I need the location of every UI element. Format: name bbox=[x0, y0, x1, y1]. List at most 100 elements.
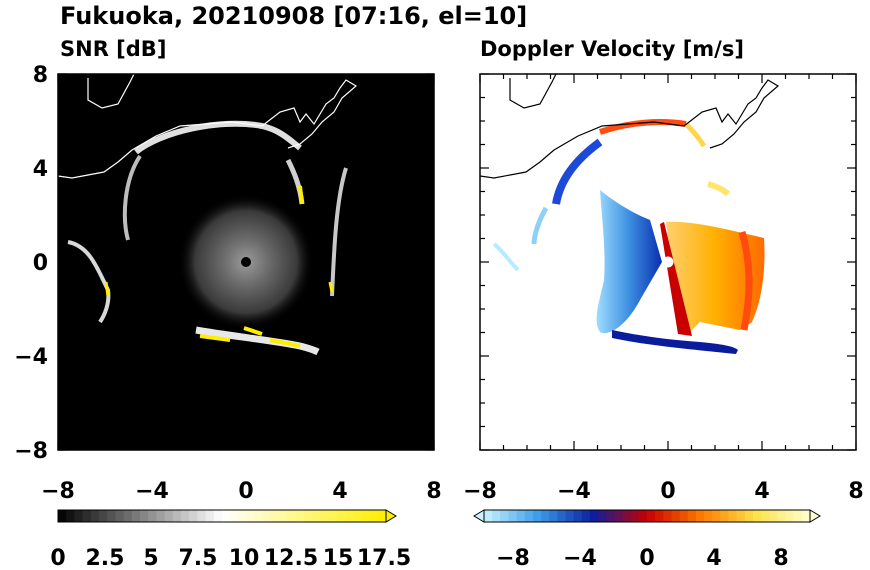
snr-colorbar-segments bbox=[58, 510, 387, 522]
colorbar-segment bbox=[581, 510, 591, 522]
colorbar-segment bbox=[524, 510, 534, 522]
colorbar-segment bbox=[197, 510, 206, 522]
snr-coastline bbox=[57, 73, 358, 179]
colorbar-segment bbox=[156, 510, 165, 522]
colorbar-segment bbox=[279, 510, 288, 522]
colorbar-segment bbox=[148, 510, 157, 522]
snr-axis-ticks bbox=[57, 73, 435, 451]
colorbar-segment bbox=[663, 510, 672, 522]
colorbar-segment bbox=[369, 510, 379, 522]
colorbar-segment bbox=[687, 510, 697, 522]
colorbar-segment bbox=[82, 510, 92, 522]
velocity-colorbar-extend-max bbox=[809, 509, 821, 523]
snr-panel-title: SNR [dB] bbox=[60, 37, 166, 61]
velocity-receding-region bbox=[666, 221, 765, 336]
velocity-arc-northwest bbox=[552, 138, 603, 205]
colorbar-segment bbox=[172, 510, 182, 522]
colorbar-segment bbox=[712, 510, 721, 522]
snr-y-tick-label: −8 bbox=[14, 439, 48, 464]
colorbar-segment bbox=[508, 510, 517, 522]
velocity-arc-northeast bbox=[684, 122, 707, 148]
snr-colorbar-tick-label: 10 bbox=[229, 546, 260, 570]
snr-colorbar-tick-label: 2.5 bbox=[86, 546, 125, 570]
velocity-arc-southeast bbox=[738, 231, 753, 331]
colorbar-segment bbox=[304, 510, 313, 522]
snr-colorbar-tick-label: 15 bbox=[323, 546, 354, 570]
snr-x-tick-label: −4 bbox=[135, 479, 169, 504]
snr-colorbar-extend-max bbox=[385, 509, 397, 523]
colorbar-segment bbox=[516, 510, 526, 522]
snr-y-tick-label: 4 bbox=[33, 157, 48, 182]
colorbar-segment bbox=[361, 510, 370, 522]
colorbar-segment bbox=[720, 510, 729, 522]
velocity-x-tick-label: −4 bbox=[557, 479, 591, 504]
velocity-arc-east bbox=[707, 181, 731, 197]
velocity-x-tick-label: 8 bbox=[848, 479, 863, 504]
figure-title: Fukuoka, 20210908 [07:16, el=10] bbox=[60, 2, 527, 30]
snr-x-tick-label: 0 bbox=[238, 479, 253, 504]
snr-y-tick-label: 0 bbox=[33, 251, 48, 276]
velocity-colorbar: −8 −4 0 4 8 bbox=[473, 509, 821, 570]
colorbar-segment bbox=[345, 510, 354, 522]
velocity-arc-south bbox=[612, 330, 738, 354]
colorbar-segment bbox=[744, 510, 754, 522]
colorbar-segment bbox=[140, 510, 149, 522]
colorbar-segment bbox=[377, 510, 387, 522]
velocity-colorbar-tick-label: −4 bbox=[563, 546, 597, 570]
colorbar-segment bbox=[90, 510, 100, 522]
colorbar-segment bbox=[573, 510, 583, 522]
colorbar-segment bbox=[213, 510, 223, 522]
snr-colorbar-tick-label: 12.5 bbox=[264, 546, 318, 570]
snr-strong-echo-south bbox=[199, 326, 301, 348]
colorbar-segment bbox=[254, 510, 264, 522]
colorbar-segment bbox=[99, 510, 108, 522]
colorbar-segment bbox=[769, 510, 778, 522]
velocity-colorbar-tick-label: 8 bbox=[773, 546, 788, 570]
colorbar-segment bbox=[287, 510, 297, 522]
velocity-colorbar-tick-label: 0 bbox=[639, 546, 654, 570]
colorbar-segment bbox=[222, 510, 231, 522]
colorbar-segment bbox=[638, 510, 648, 522]
colorbar-segment bbox=[777, 510, 786, 522]
colorbar-segment bbox=[484, 510, 493, 522]
colorbar-segment bbox=[589, 510, 599, 522]
colorbar-segment bbox=[704, 510, 713, 522]
colorbar-segment bbox=[263, 510, 272, 522]
snr-colorbar-tick-label: 17.5 bbox=[357, 546, 411, 570]
colorbar-segment bbox=[115, 510, 124, 522]
colorbar-segment bbox=[500, 510, 509, 522]
colorbar-segment bbox=[647, 510, 656, 522]
snr-panel: SNR [dB] −8 −4 0 4 8 bbox=[14, 37, 441, 570]
snr-colorbar-tick-label: 5 bbox=[143, 546, 158, 570]
velocity-panel-title: Doppler Velocity [m/s] bbox=[480, 37, 744, 61]
colorbar-segment bbox=[655, 510, 664, 522]
colorbar-segment bbox=[123, 510, 133, 522]
colorbar-segment bbox=[271, 510, 280, 522]
colorbar-segment bbox=[238, 510, 247, 522]
colorbar-segment bbox=[793, 510, 803, 522]
colorbar-segment bbox=[164, 510, 174, 522]
velocity-x-tick-label: −8 bbox=[463, 479, 497, 504]
colorbar-segment bbox=[246, 510, 256, 522]
snr-x-tick-label: 8 bbox=[426, 479, 441, 504]
velocity-arc-west bbox=[531, 206, 549, 245]
snr-y-tick-labels: 8 4 0 −4 −8 bbox=[14, 63, 48, 464]
snr-colorbar-tick-label: 0 bbox=[50, 546, 65, 570]
colorbar-segment bbox=[205, 510, 215, 522]
velocity-arc-far-west bbox=[492, 242, 520, 272]
velocity-echo-field bbox=[492, 119, 765, 354]
velocity-approaching-region bbox=[596, 190, 662, 334]
colorbar-segment bbox=[532, 510, 542, 522]
velocity-radar-site-marker bbox=[662, 256, 674, 268]
colorbar-segment bbox=[295, 510, 305, 522]
colorbar-segment bbox=[557, 510, 566, 522]
snr-colorbar: 0 2.5 5 7.5 10 12.5 15 17.5 bbox=[50, 509, 411, 570]
colorbar-segment bbox=[107, 510, 116, 522]
colorbar-segment bbox=[565, 510, 575, 522]
colorbar-segment bbox=[353, 510, 362, 522]
snr-strong-echo-east bbox=[328, 281, 334, 293]
colorbar-segment bbox=[328, 510, 338, 522]
colorbar-segment bbox=[181, 510, 190, 522]
snr-x-tick-label: 4 bbox=[332, 479, 347, 504]
